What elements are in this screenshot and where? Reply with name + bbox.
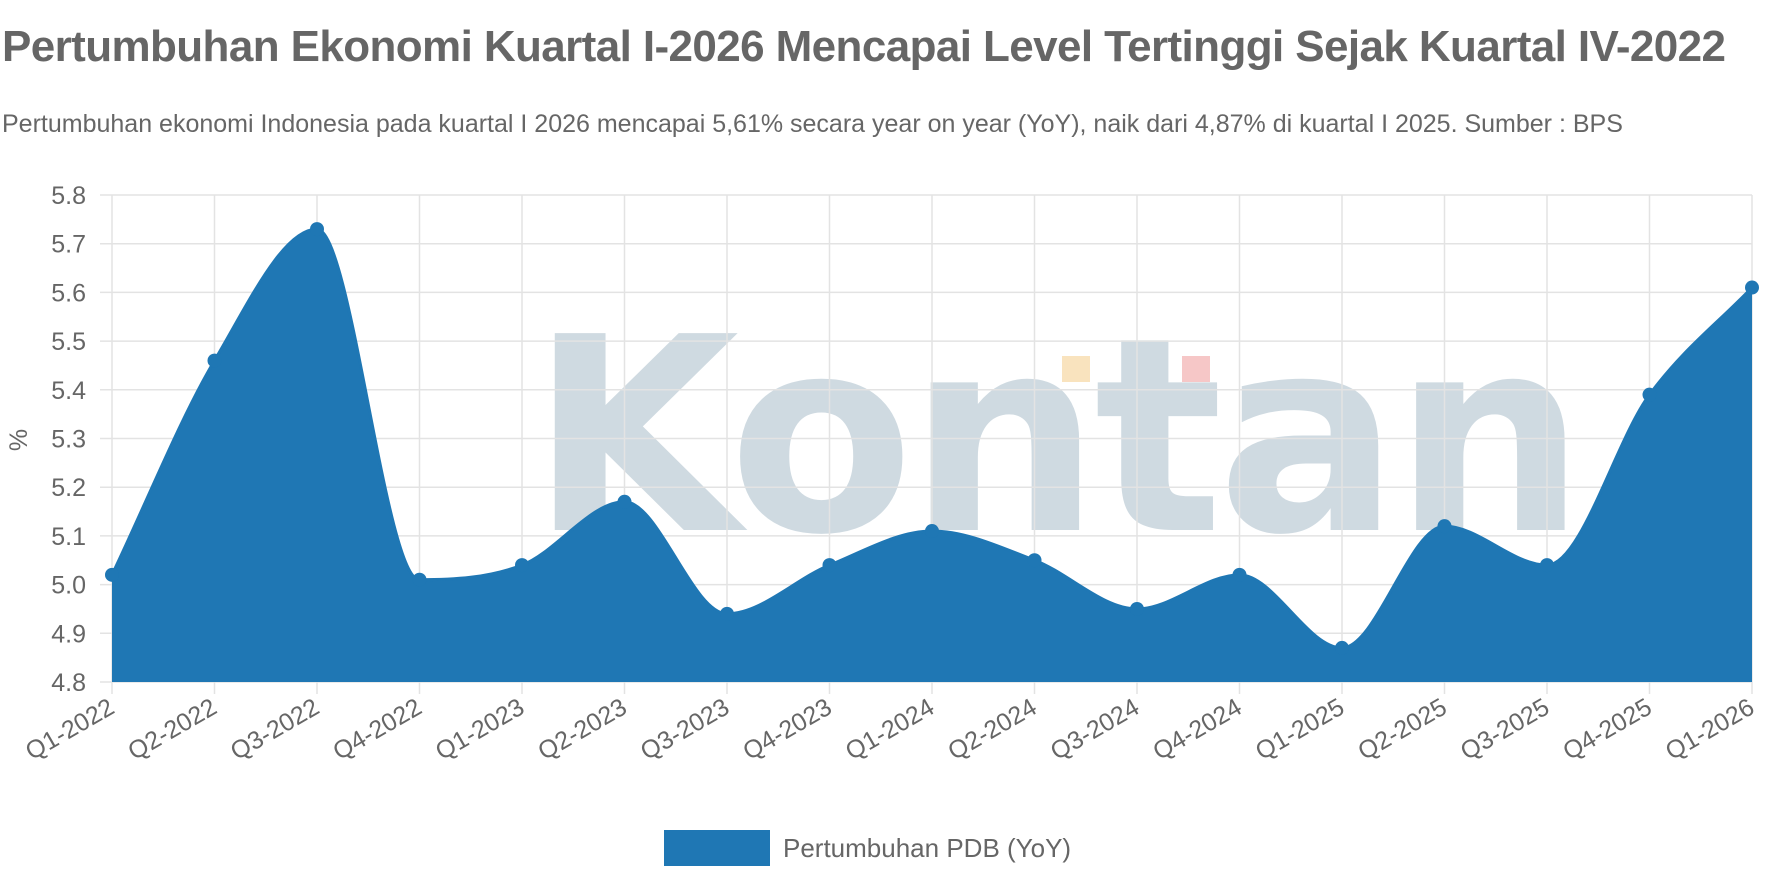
x-tick-label: Q4-2024	[1148, 693, 1246, 766]
x-tick-label: Q1-2024	[841, 693, 939, 766]
x-tick-label: Q4-2022	[328, 693, 426, 766]
data-point	[1745, 280, 1759, 295]
x-tick-label: Q1-2023	[431, 693, 529, 766]
chart-subtitle: Pertumbuhan ekonomi Indonesia pada kuart…	[2, 110, 1623, 138]
y-axis-title: %	[5, 429, 33, 451]
chart-legend: Pertumbuhan PDB (YoY)	[664, 830, 1071, 866]
data-point	[1027, 553, 1042, 568]
data-point	[412, 572, 427, 587]
x-tick-label: Q3-2023	[636, 693, 734, 766]
data-point	[1130, 601, 1144, 616]
chart-title: Pertumbuhan Ekonomi Kuartal I-2026 Menca…	[2, 22, 1726, 71]
data-point	[1335, 640, 1349, 655]
y-tick-label: 5.7	[51, 231, 86, 259]
data-point	[617, 494, 632, 509]
watermark-accent-yellow	[1062, 356, 1090, 382]
data-point	[1540, 558, 1554, 573]
y-tick-label: 4.9	[51, 620, 86, 648]
y-tick-label: 5.5	[51, 328, 86, 356]
watermark-text: Kontan	[530, 279, 1580, 594]
x-tick-label: Q1-2026	[1661, 693, 1759, 766]
x-tick-label: Q3-2022	[226, 693, 324, 766]
y-tick-label: 5.8	[51, 182, 86, 210]
data-point	[207, 353, 222, 368]
x-tick-label: Q1-2025	[1251, 693, 1349, 766]
y-tick-label: 5.3	[51, 426, 86, 454]
x-tick-label: Q2-2022	[123, 693, 221, 766]
data-point	[310, 222, 324, 237]
y-tick-label: 5.2	[51, 474, 86, 502]
data-point	[515, 558, 529, 573]
y-tick-label: 4.8	[51, 669, 86, 697]
data-point	[720, 606, 734, 621]
data-point	[105, 567, 119, 582]
y-tick-label: 5.4	[51, 377, 86, 405]
data-point	[822, 558, 837, 573]
x-tick-label: Q2-2023	[533, 693, 631, 766]
chart-plot-area	[105, 222, 1759, 682]
data-point	[1437, 519, 1452, 534]
legend-swatch	[664, 830, 770, 866]
data-point	[925, 524, 939, 539]
x-tick-label: Q1-2022	[21, 693, 119, 766]
y-tick-label: 5.1	[51, 523, 86, 551]
x-tick-label: Q2-2025	[1353, 693, 1451, 766]
y-tick-label: 5.0	[51, 572, 86, 600]
data-point	[1232, 567, 1247, 582]
legend-label: Pertumbuhan PDB (YoY)	[783, 833, 1071, 863]
y-tick-label: 5.6	[51, 279, 86, 307]
kontan-watermark: Kontan	[530, 279, 1586, 594]
x-tick-label: Q3-2024	[1046, 693, 1144, 766]
x-tick-label: Q4-2023	[738, 693, 836, 766]
x-tick-label: Q4-2025	[1558, 693, 1656, 766]
watermark-accent-red	[1182, 356, 1210, 382]
area-line-pdb	[110, 227, 1754, 650]
x-tick-label: Q2-2024	[943, 693, 1041, 766]
x-tick-label: Q3-2025	[1456, 693, 1554, 766]
data-point	[1642, 387, 1657, 402]
